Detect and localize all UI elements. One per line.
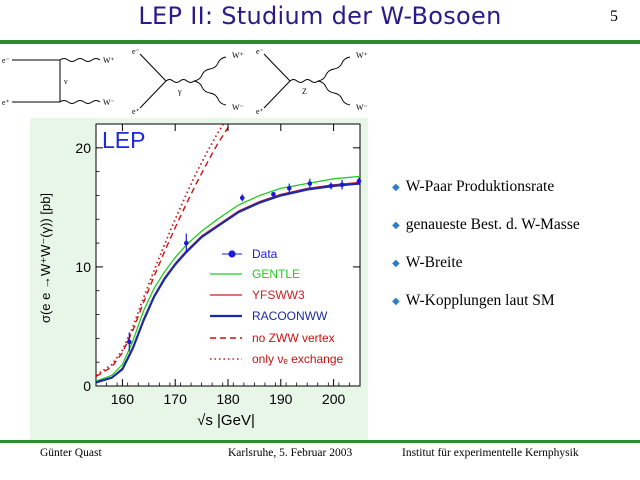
data-point <box>307 181 313 186</box>
incoming-positron-line <box>139 80 167 109</box>
top-divider <box>0 40 640 44</box>
bullet-list: ◆ W-Paar Produktionsrate ◆ genaueste Best.… <box>392 178 637 330</box>
label-e-minus: e⁻ <box>132 47 140 56</box>
footer-institute: Institut für experimentelle Kernphysik <box>402 447 579 459</box>
chart-legend: Data GENTLE YFSWW3 RACOONWW no ZWW verte… <box>210 247 344 366</box>
incoming-positron-line <box>263 80 291 109</box>
label-w-minus: W⁻ <box>356 103 368 112</box>
label-photon: γ <box>177 87 182 96</box>
bullet-text: W-Paar Produktionsrate <box>405 178 555 195</box>
feynman-diagram-t-channel: e⁻ e⁺ ν W⁺ W⁻ <box>2 56 115 107</box>
bullet-diamond-icon: ◆ <box>392 220 400 231</box>
legend-label-onlynue: only νₑ exchange <box>252 352 344 366</box>
bullet-item: ◆ W-Breite <box>392 254 637 292</box>
incoming-electron-line <box>263 53 291 82</box>
data-points-layer <box>126 177 362 352</box>
x-tick-label: 200 <box>322 391 346 407</box>
label-e-minus: e⁻ <box>256 47 264 56</box>
series-line-3 <box>96 124 232 378</box>
x-tick-label: 190 <box>269 391 293 407</box>
feynman-diagram-photon: e⁻ e⁺ γ W⁺ W⁻ <box>132 47 244 116</box>
data-point <box>328 183 334 189</box>
page-number: 5 <box>610 8 618 25</box>
w-plus-wavy-line <box>317 56 351 82</box>
label-neutrino: ν <box>64 77 68 86</box>
chart-title: LEP <box>102 127 145 153</box>
bullet-text: W-Kopplungen laut SM <box>405 292 555 309</box>
label-e-minus: e⁻ <box>2 56 10 65</box>
w-minus-wavy-line <box>193 80 227 106</box>
legend-label-nozww: no ZWW vertex <box>252 331 335 345</box>
bullet-item: ◆ genaueste Best. d. W-Masse <box>392 216 637 254</box>
z-wavy-line <box>289 79 319 83</box>
x-tick-label: 170 <box>164 391 188 407</box>
bullet-diamond-icon: ◆ <box>392 182 400 193</box>
label-e-plus: e⁺ <box>256 107 264 116</box>
bottom-divider <box>0 440 640 443</box>
bullet-diamond-icon: ◆ <box>392 258 400 269</box>
y-axis-label: σ(e e →W⁺W⁻(γ)) [pb] <box>38 193 53 323</box>
series-line-4 <box>96 124 225 377</box>
bullet-text: genaueste Best. d. W-Masse <box>405 216 580 233</box>
label-w-plus: W⁺ <box>356 51 368 60</box>
label-e-plus: e⁺ <box>2 98 10 107</box>
x-axis-label: √s |GeV| <box>197 412 255 429</box>
x-tick-label: 180 <box>216 391 240 407</box>
footer-author: Günter Quast <box>40 447 102 459</box>
bullet-diamond-icon: ◆ <box>392 296 400 307</box>
label-w-plus: W⁺ <box>103 56 115 65</box>
y-tick-label: 10 <box>75 259 91 275</box>
w-minus-wavy-line <box>317 80 351 106</box>
legend-label-yfsww3: YFSWW3 <box>252 288 305 302</box>
data-point <box>271 191 276 197</box>
w-minus-wavy-line <box>59 100 101 104</box>
bullet-item: ◆ W-Kopplungen laut SM <box>392 292 637 330</box>
incoming-electron-line <box>139 53 167 82</box>
slide-title: LEP II: Studium der W-Bosoen <box>138 2 502 30</box>
footer-place-date: Karlsruhe, 5. Februar 2003 <box>228 447 353 459</box>
data-point <box>126 339 132 345</box>
feynman-diagram-z: e⁻ e⁺ Z W⁺ W⁻ <box>256 47 368 116</box>
cross-section-chart: 160 170 180 190 200 0 10 20 LEP √s |GeV| σ(e e … <box>30 118 368 440</box>
legend-label-data: Data <box>252 247 278 261</box>
bullet-item: ◆ W-Paar Produktionsrate <box>392 178 637 216</box>
chart-svg: 160 170 180 190 200 0 10 20 LEP √s |GeV| σ(e e … <box>30 118 368 440</box>
label-w-minus: W⁻ <box>103 98 115 107</box>
x-tick-label: 160 <box>111 391 135 407</box>
label-e-plus: e⁺ <box>132 107 140 116</box>
y-tick-label: 20 <box>75 140 91 156</box>
legend-label-racoonww: RACOONWW <box>252 309 328 323</box>
data-point <box>286 186 292 191</box>
photon-wavy-line <box>165 79 195 83</box>
ticks-layer: 160 170 180 190 200 0 10 20 <box>75 123 361 407</box>
label-w-plus: W⁺ <box>232 51 244 60</box>
data-point <box>183 240 189 246</box>
label-w-minus: W⁻ <box>232 103 244 112</box>
data-point <box>356 178 362 184</box>
legend-label-gentle: GENTLE <box>252 267 300 281</box>
data-point <box>339 182 345 188</box>
y-tick-label: 0 <box>83 378 91 394</box>
label-z: Z <box>302 87 307 96</box>
plot-area <box>95 123 361 387</box>
w-plus-wavy-line <box>193 56 227 82</box>
bullet-text: W-Breite <box>405 254 463 271</box>
data-point <box>239 195 245 201</box>
w-plus-wavy-line <box>59 58 101 62</box>
